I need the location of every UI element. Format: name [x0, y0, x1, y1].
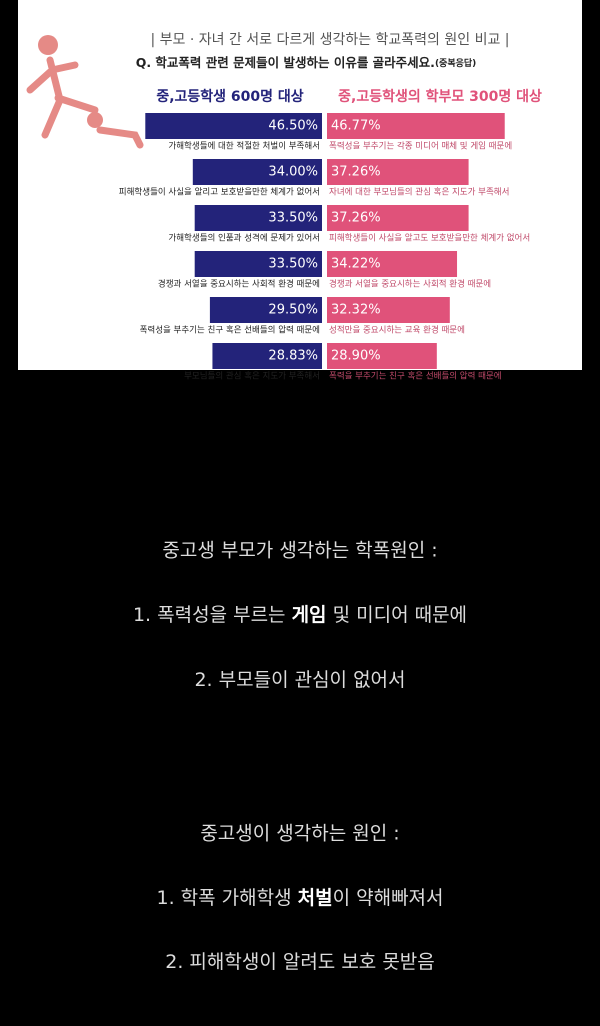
category-label: 피해학생들이 사실을 알리고 보호받을만한 체계가 없어서 — [119, 187, 320, 198]
category-label: 성적만을 중요시하는 교육 환경 때문에 — [329, 325, 465, 336]
category-label: 가해학생들의 인품과 성격에 문제가 있어서 — [168, 233, 320, 244]
category-label: 부모님들의 관심 혹은 지도가 부족해서 — [184, 371, 320, 382]
reason-text: 1. 학폭 가해학생 — [156, 887, 297, 909]
category-label: 폭력을 부추기는 친구 혹은 선배들의 압력 때문에 — [329, 371, 502, 382]
bar — [194, 251, 322, 277]
bar — [327, 159, 469, 185]
category-label: 경쟁과 서열을 중요시하는 사회적 환경 때문에 — [158, 279, 320, 290]
value-label: 32.32% — [331, 303, 381, 318]
value-label: 46.50% — [268, 119, 318, 134]
chart-subtitle: Q. 학교폭력 관련 문제들이 발생하는 이유를 골라주세요.(중복응답) — [136, 55, 477, 70]
reason: 2. 부모들이 관심이 없어서 — [194, 669, 405, 691]
value-label: 29.50% — [268, 303, 318, 318]
illustration — [26, 35, 144, 149]
value-label: 34.00% — [268, 165, 318, 180]
bar — [327, 297, 450, 323]
bar — [327, 251, 458, 277]
bar — [145, 113, 322, 139]
emphasis: 처벌 — [298, 887, 333, 909]
value-label: 46.77% — [331, 119, 381, 134]
series-header: 중,고등학생 600명 대상 — [156, 88, 303, 105]
bar — [192, 159, 322, 185]
bar — [194, 205, 322, 231]
bar — [327, 343, 437, 369]
value-label: 37.26% — [331, 165, 381, 180]
value-label: 28.83% — [268, 349, 318, 364]
reason-text: 1. 폭력성을 부르는 — [133, 604, 292, 626]
bars: 중,고등학생 600명 대상 46.50% 가해학생들에 대한 적절한 처벌이 부족… — [119, 88, 542, 382]
bar — [209, 297, 322, 323]
bar — [212, 343, 322, 369]
value-label: 33.50% — [268, 257, 318, 272]
bar — [327, 205, 469, 231]
value-label: 33.50% — [268, 211, 318, 226]
category-label: 가해학생들에 대한 적절한 처벌이 부족해서 — [168, 141, 320, 152]
reason-text: 2. 부모들이 관심이 없어서 — [194, 669, 405, 691]
subtitle-text: Q. 학교폭력 관련 문제들이 발생하는 이유를 골라주세요. — [136, 55, 435, 70]
bar — [327, 113, 505, 139]
reason: 1. 학폭 가해학생 처벌이 약해빠져서 — [156, 887, 443, 909]
category-label: 자녀에 대한 부모님들의 관심 혹은 지도가 부족해서 — [329, 187, 509, 198]
category-label: 피해학생들이 사실을 알고도 보호받을만한 체계가 없어서 — [329, 233, 530, 244]
emphasis: 게임 — [292, 604, 327, 626]
category-label: 경쟁과 서열을 중요시하는 사회적 환경 때문에 — [329, 279, 491, 290]
heading: 중고생이 생각하는 원인 : — [200, 823, 399, 845]
chart-title: | 부모 · 자녀 간 서로 다르게 생각하는 학교폭력의 원인 비교 | — [150, 32, 509, 48]
reason: 1. 폭력성을 부르는 게임 및 미디어 때문에 — [133, 604, 467, 626]
value-label: 37.26% — [331, 211, 381, 226]
value-label: 28.90% — [331, 349, 381, 364]
category-label: 폭력성을 부추기는 친구 혹은 선배들의 압력 때문에 — [140, 325, 320, 336]
reason-text: 및 미디어 때문에 — [327, 604, 467, 626]
reason: 2. 피해학생이 알려도 보호 못받음 — [165, 951, 435, 973]
reason-text: 이 약해빠져서 — [333, 887, 444, 909]
value-label: 34.22% — [331, 257, 381, 272]
heading: 중고생 부모가 생각하는 학폭원인 : — [162, 540, 437, 562]
series-header: 중,고등학생의 학부모 300명 대상 — [338, 88, 542, 105]
note: (중복응답) — [435, 57, 476, 69]
reason-text: 2. 피해학생이 알려도 보호 못받음 — [165, 951, 435, 973]
category-label: 폭력성을 부추기는 각종 미디어 매체 및 게임 때문에 — [329, 141, 512, 152]
